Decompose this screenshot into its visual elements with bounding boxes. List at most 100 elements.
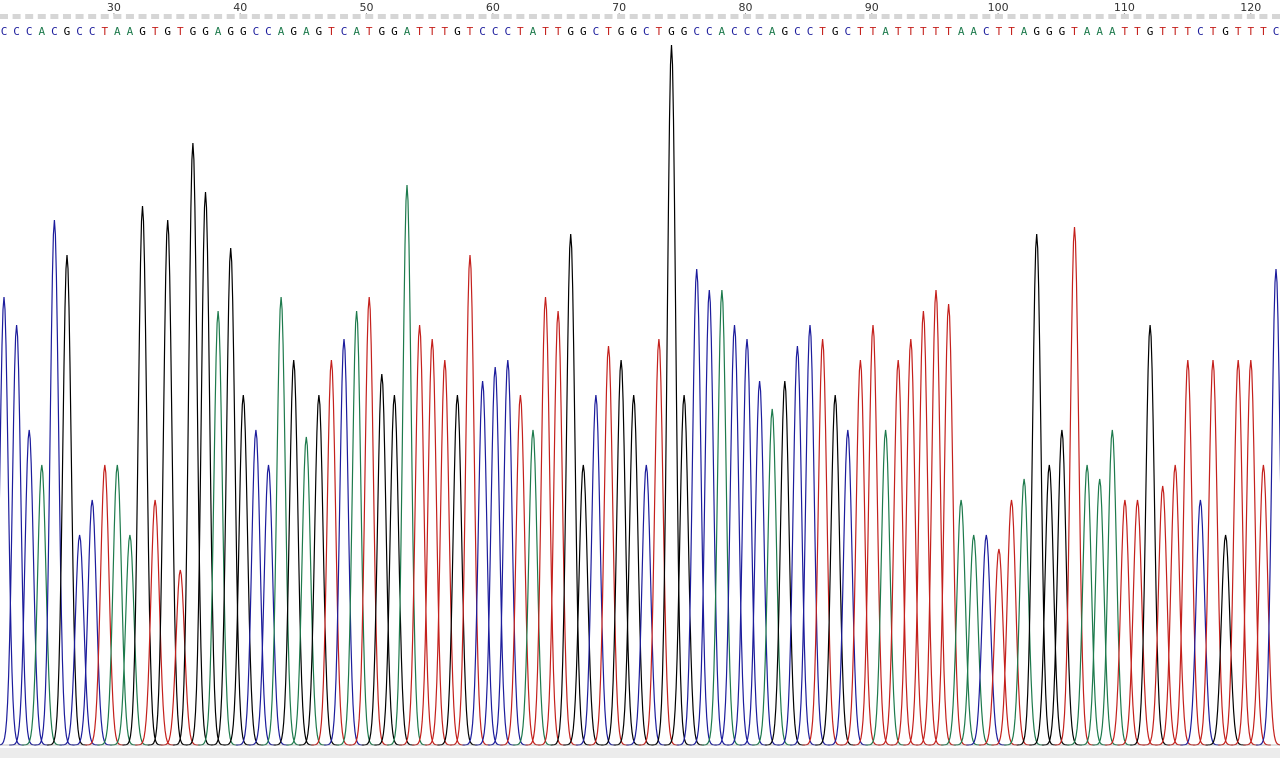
quality-box [390,14,399,19]
base-letter: T [555,25,562,38]
trace-peak [1193,359,1233,746]
base-letter: A [278,25,285,38]
base-letter: T [605,25,612,38]
trace-peak [538,310,579,746]
base-letter: G [668,25,675,38]
quality-box [1246,14,1255,19]
trace-peak [1004,478,1045,746]
quality-box [591,14,600,19]
quality-box [50,14,59,19]
quality-box [982,14,991,19]
trace-peak [953,534,994,746]
trace-peak [387,184,427,746]
quality-box [1183,14,1192,19]
base-letter: A [114,25,121,38]
trace-peak [701,289,742,746]
quality-box [1120,14,1129,19]
quality-box [465,14,474,19]
quality-box [1032,14,1041,19]
trace-peak [324,338,364,746]
trace-peak [273,359,314,746]
quality-box [528,14,537,19]
quality-box [176,14,185,19]
trace-peak [613,394,654,746]
base-letter: C [51,25,58,38]
quality-box [264,14,273,19]
base-letter: C [479,25,486,38]
base-letter: T [441,25,448,38]
quality-box [919,14,928,19]
quality-box [566,14,575,19]
trace-peak [588,345,629,746]
base-letter: G [64,25,71,38]
trace-peak [601,359,642,746]
trace-peak [1041,429,1082,746]
quality-box [881,14,890,19]
quality-box [793,14,802,19]
quality-box [856,14,865,19]
quality-box [478,14,487,19]
base-letter: G [1059,25,1066,38]
base-letter: T [819,25,826,38]
quality-box [226,14,235,19]
base-letter: C [13,25,20,38]
base-letter: T [1235,25,1242,38]
quality-box [62,14,71,19]
base-letter: G [240,25,247,38]
trace-peak [298,394,339,746]
base-letter: T [933,25,940,38]
quality-box [680,14,689,19]
trace-peak [991,499,1032,746]
quality-box [1158,14,1167,19]
trace-peak [437,394,478,746]
trace-peak [248,464,289,746]
trace-peak [185,191,226,746]
trace-peak [462,380,503,746]
x-tick-label: 60 [486,1,500,14]
base-letter: A [1096,25,1103,38]
trace-peak [638,338,679,746]
base-letter: G [630,25,637,38]
quality-box [818,14,827,19]
quality-box [1057,14,1066,19]
trace-peak [966,534,1007,746]
trace-peak [1243,464,1280,746]
trace-peak [764,380,805,746]
base-letter: T [1122,25,1129,38]
x-tick-label: 120 [1240,1,1261,14]
trace-peak [0,324,37,746]
quality-box [1234,14,1243,19]
base-letter: T [1185,25,1192,38]
quality-box [314,14,323,19]
base-letter: C [731,25,738,38]
quality-box [491,14,500,19]
trace-peak [412,338,453,746]
base-letter: C [593,25,600,38]
trace-peak [1016,233,1057,746]
trace-peak [777,345,818,746]
quality-box [541,14,550,19]
quality-box [100,14,109,19]
base-letter: G [832,25,839,38]
base-letter: G [391,25,398,38]
trace-peak [626,464,667,746]
trace-peak [664,394,705,746]
base-letter: G [1046,25,1053,38]
trace-peak [865,429,906,746]
base-letter: T [366,25,373,38]
quality-box [1196,14,1205,19]
trace-peak [878,359,919,746]
quality-box [1083,14,1092,19]
base-letter: C [265,25,272,38]
quality-box [617,14,626,19]
quality-box [1007,14,1016,19]
trace-peak [941,499,982,746]
trace-peak [261,296,302,746]
trace-peak [890,338,931,746]
trace-peak [853,324,893,746]
base-letter: C [1,25,8,38]
trace-peak [349,296,390,746]
trace-peak [336,310,377,746]
quality-box [453,14,462,19]
